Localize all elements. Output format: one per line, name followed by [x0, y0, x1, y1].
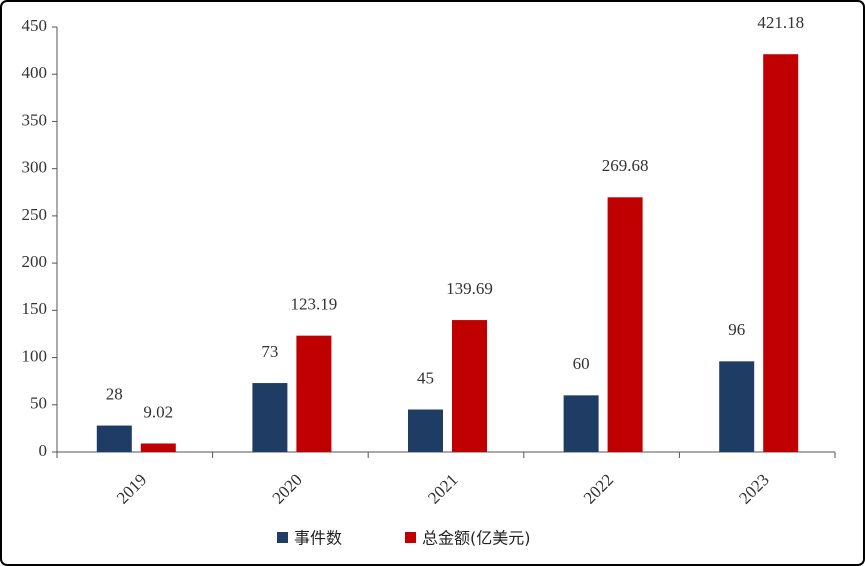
bar — [763, 54, 799, 453]
y-tick-label: 300 — [22, 158, 48, 177]
y-tick-label: 350 — [22, 110, 48, 129]
value-label: 60 — [573, 354, 590, 373]
legend-label: 事件数 — [294, 529, 342, 548]
y-tick-label: 400 — [22, 63, 48, 82]
bar — [719, 361, 755, 452]
legend-label: 总金额(亿美元) — [422, 529, 531, 548]
bar — [408, 409, 443, 452]
legend-swatch — [405, 532, 416, 543]
value-label: 421.18 — [757, 13, 804, 32]
bar — [452, 320, 487, 452]
bar — [607, 197, 643, 452]
value-label: 28 — [106, 384, 123, 403]
value-label: 73 — [261, 342, 278, 361]
value-label: 123.19 — [291, 295, 338, 314]
legend-swatch — [277, 532, 288, 543]
y-tick-label: 450 — [22, 16, 48, 35]
y-tick-label: 100 — [22, 346, 48, 365]
y-tick-label: 150 — [22, 299, 48, 318]
value-label: 269.68 — [602, 156, 649, 175]
y-tick-label: 200 — [22, 252, 48, 271]
bar — [140, 443, 176, 452]
value-label: 139.69 — [446, 279, 493, 298]
value-label: 45 — [417, 368, 434, 387]
bar — [563, 395, 599, 452]
y-tick-label: 250 — [22, 205, 48, 224]
value-label: 96 — [728, 320, 745, 339]
value-label: 9.02 — [143, 402, 173, 421]
bar — [252, 383, 288, 452]
bar — [296, 335, 332, 452]
y-tick-label: 50 — [30, 394, 47, 413]
y-tick-label: 0 — [39, 441, 48, 460]
bar — [96, 425, 132, 452]
